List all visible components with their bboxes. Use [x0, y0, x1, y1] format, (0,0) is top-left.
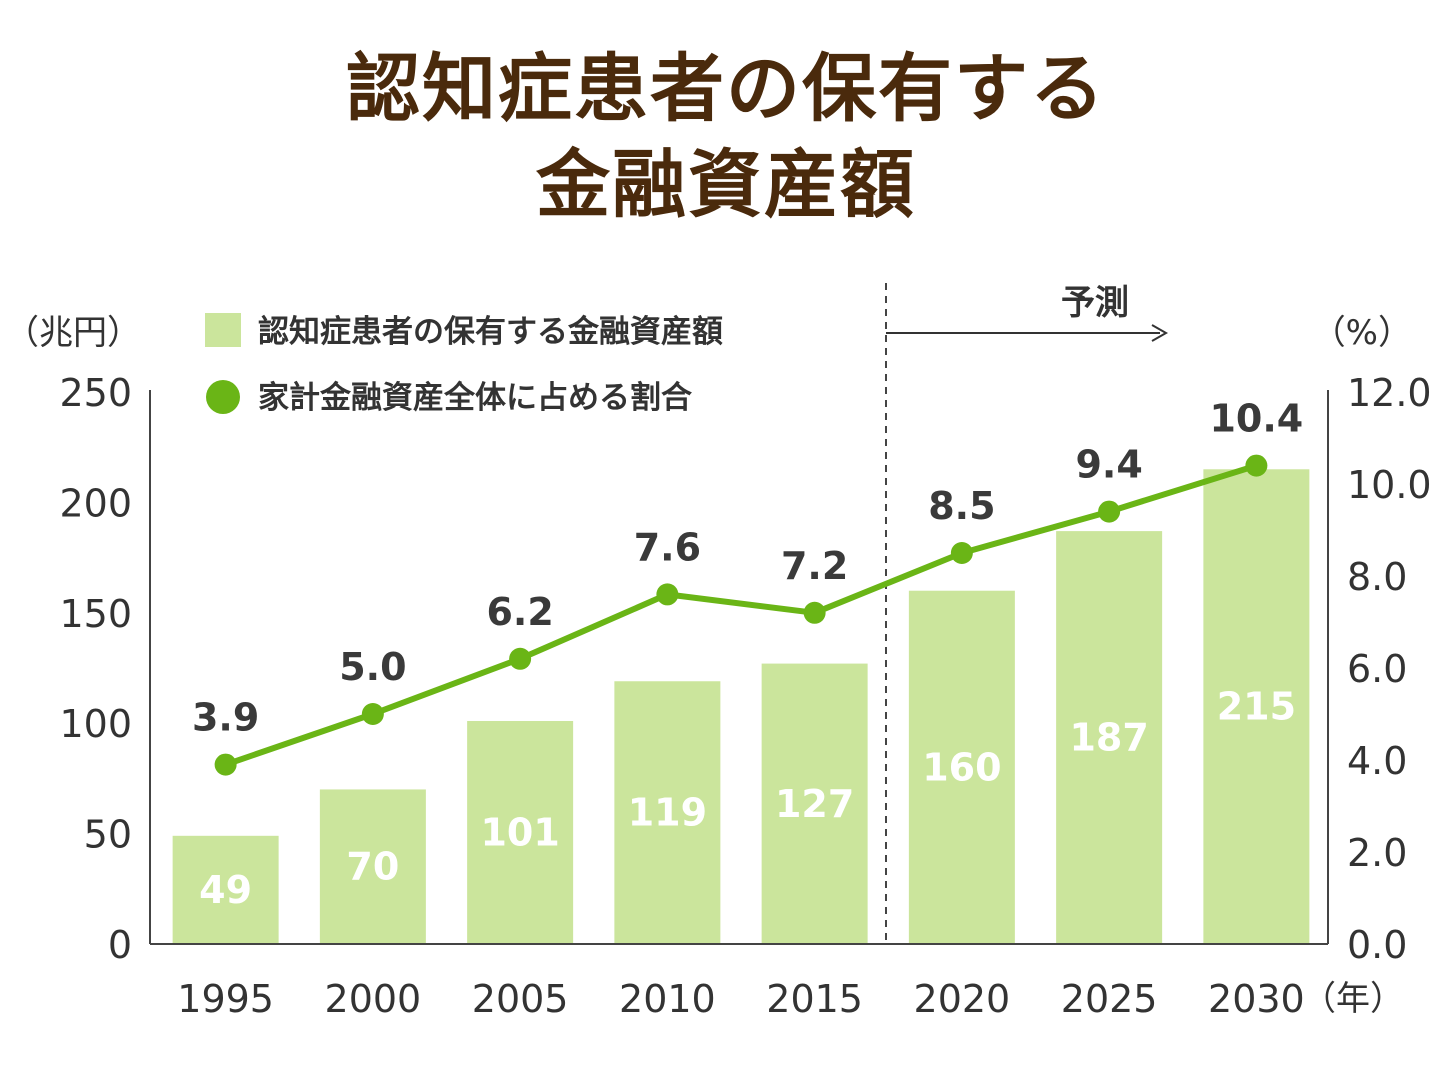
ratio-value-label: 8.5 [928, 484, 995, 528]
bar-2020 [908, 590, 1015, 944]
ratio-value-label: 3.9 [192, 696, 259, 740]
bar-value-label: 127 [775, 782, 854, 826]
bars-layer: 49 70 101 119 127 160 187 215 [172, 469, 1310, 944]
forecast-label: 予測 [1061, 283, 1129, 323]
ratio-value-label: 9.4 [1075, 443, 1142, 487]
x-tick-label: 2000 [325, 977, 422, 1021]
ratio-value-label: 7.6 [634, 525, 701, 569]
x-tick-label: 2030 [1208, 977, 1305, 1021]
legend-line-marker [206, 380, 240, 414]
ratio-point-2030 [1245, 454, 1268, 477]
ratio-point-2015 [803, 601, 826, 624]
ticks-layer: 0 50 100 150 200 250 0.0 2.0 4.0 6.0 8.0 10.0 12.0 19… [59, 371, 1431, 1021]
y-left-tick-label: 150 [59, 592, 132, 636]
legend: 認知症患者の保有する金融資産額 家計金融資産全体に占める割合 [205, 313, 723, 416]
line-layer: 3.9 5.0 6.2 7.6 7.2 8.5 9.4 10.4 [192, 397, 1303, 776]
ratio-point-1995 [214, 753, 237, 776]
y-right-tick-label: 10.0 [1347, 463, 1432, 507]
bar-2015 [761, 663, 868, 944]
ratio-point-2005 [509, 647, 532, 670]
ratio-line [224, 462, 1258, 768]
x-tick-label: 2025 [1061, 977, 1158, 1021]
left-axis-unit: （兆円） [5, 313, 141, 353]
bar-value-label: 187 [1069, 716, 1148, 760]
x-tick-label: 2005 [472, 977, 569, 1021]
right-axis-unit: （%） [1312, 313, 1412, 353]
legend-bar-swatch [205, 313, 241, 347]
y-right-tick-label: 6.0 [1347, 647, 1407, 691]
y-right-tick-label: 8.0 [1347, 555, 1407, 599]
bar-2030 [1203, 469, 1310, 944]
forecast-layer: 予測 [885, 283, 1169, 944]
ratio-value-label: 7.2 [781, 544, 848, 588]
ratio-point-2020 [950, 542, 973, 564]
x-tick-label: 2010 [619, 977, 716, 1021]
bar-value-label: 70 [346, 845, 399, 889]
y-left-tick-label: 100 [59, 702, 132, 746]
y-right-tick-label: 12.0 [1347, 371, 1432, 415]
axes-layer: （兆円） （%） （年） [5, 313, 1412, 1019]
y-right-tick-label: 0.0 [1347, 923, 1407, 967]
ratio-value-label: 10.4 [1209, 397, 1303, 441]
bar-value-label: 160 [922, 745, 1001, 789]
ratio-point-2010 [656, 583, 679, 606]
x-axis-unit: （年） [1302, 979, 1404, 1019]
legend-bar-label: 認知症患者の保有する金融資産額 [258, 314, 723, 350]
ratio-point-2025 [1098, 500, 1121, 523]
x-tick-label: 2020 [914, 977, 1011, 1021]
y-right-tick-label: 2.0 [1347, 831, 1407, 875]
forecast-arrow-head-icon [1151, 324, 1169, 342]
x-tick-label: 2015 [766, 977, 863, 1021]
bar-value-label: 101 [480, 810, 559, 854]
y-left-tick-label: 50 [84, 813, 132, 857]
y-left-tick-label: 0 [108, 923, 132, 967]
x-tick-label: 1995 [177, 977, 274, 1021]
y-right-tick-label: 4.0 [1347, 739, 1407, 783]
y-left-tick-label: 250 [59, 371, 132, 415]
ratio-value-label: 5.0 [339, 645, 406, 689]
legend-line-label: 家計金融資産全体に占める割合 [258, 380, 692, 416]
ratio-value-label: 6.2 [486, 590, 553, 634]
bar-value-label: 215 [1217, 685, 1296, 729]
chart-title-line2: 金融資産額 [536, 142, 916, 228]
bar-2025 [1056, 531, 1163, 944]
chart-title-line1: 認知症患者の保有する [346, 46, 1106, 132]
ratio-point-2000 [361, 703, 384, 725]
bar-2000 [319, 789, 426, 944]
bar-2005 [467, 720, 574, 944]
bar-1995 [172, 835, 279, 944]
bar-2010 [614, 681, 721, 944]
bar-value-label: 119 [628, 791, 707, 835]
bar-value-label: 49 [199, 868, 252, 912]
y-left-tick-label: 200 [59, 481, 132, 525]
